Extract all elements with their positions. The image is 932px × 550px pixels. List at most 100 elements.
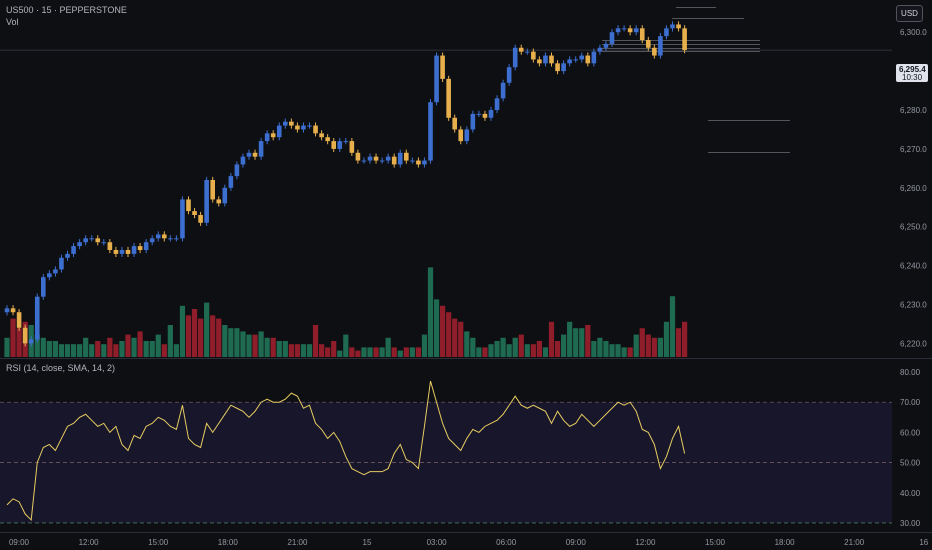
candle-body [186, 199, 191, 212]
volume-bar [40, 337, 46, 357]
candle-body [379, 160, 385, 162]
volume-bar [657, 337, 663, 357]
candle-body [464, 129, 470, 142]
time-axis: 09:00 12:00 15:00 18:00 21:00 15 03:00 06:00 09:… [9, 538, 929, 547]
last-price-tag: 6,295.4 10:30 [896, 64, 928, 82]
volume-bar [270, 337, 276, 357]
candle-body [597, 47, 603, 52]
rsi-line [6, 380, 686, 522]
candle-body [204, 180, 209, 223]
volume-bar [452, 318, 458, 357]
time-tick-label: 18:00 [218, 538, 239, 547]
currency-button[interactable]: USD [896, 5, 923, 22]
volume-bar [216, 318, 222, 357]
volume-bar [433, 299, 440, 357]
candle-body [361, 160, 367, 162]
volume-bar [89, 344, 95, 357]
candle-body [307, 125, 312, 127]
time-tick-label: 12:00 [79, 538, 100, 547]
candle-body [234, 164, 240, 177]
price-tick-label: 6,240.0 [900, 262, 927, 271]
symbol-legend[interactable]: US500 · 15 · PEPPERSTONE [6, 5, 127, 15]
volume-bar [548, 321, 555, 357]
candle-body [4, 308, 10, 313]
volume-bar [264, 337, 270, 357]
candle-body [603, 43, 609, 48]
candle-body [633, 28, 639, 33]
candle-body [446, 78, 451, 118]
candle-body [270, 133, 276, 138]
candle-body [210, 180, 215, 200]
countdown-label: 10:30 [902, 73, 923, 82]
candle-body [47, 273, 52, 278]
volume-bar [645, 334, 651, 357]
candle-body [258, 141, 264, 157]
volume-bar [633, 334, 639, 357]
volume-bar [427, 267, 434, 357]
volume-bar [34, 334, 40, 357]
rsi-tick-label: 70.00 [900, 398, 921, 407]
rsi-legend[interactable]: RSI (14, close, SMA, 14, 2) [6, 363, 116, 373]
candle-body [410, 160, 415, 162]
volume-bar [325, 347, 331, 357]
candle-body [252, 152, 258, 157]
volume-bar [185, 315, 192, 357]
candle-body [609, 32, 615, 44]
candle-body [385, 156, 391, 161]
volume-bar [210, 315, 216, 357]
candle-body [131, 246, 137, 254]
rsi-axis: 80.00 70.00 60.00 50.00 40.00 30.00 [900, 368, 921, 528]
candle-body [137, 246, 143, 250]
price-tick-label: 6,270.0 [900, 145, 927, 154]
candle-body [198, 215, 203, 223]
volume-bar [337, 350, 343, 357]
candle-body [276, 125, 282, 138]
candle-body [531, 51, 536, 60]
volume-bar [312, 325, 319, 357]
volume-bar [64, 344, 71, 357]
time-tick-label: 16 [919, 538, 928, 547]
volume-bar [119, 341, 125, 357]
volume-bar [46, 341, 52, 357]
candle-body [95, 238, 101, 243]
volume-bar [4, 337, 10, 357]
candle-body [313, 125, 318, 134]
volume-bar [494, 341, 500, 357]
price-tick-label: 6,250.0 [900, 223, 927, 232]
time-tick-label: 03:00 [427, 538, 448, 547]
volume-bar [476, 347, 482, 357]
candle-body [192, 211, 197, 215]
candle-body [482, 113, 488, 118]
volume-bar [524, 344, 530, 357]
volume-bar [591, 341, 597, 357]
price-tick-label: 6,220.0 [900, 339, 927, 348]
volume-legend[interactable]: Vol [6, 17, 19, 27]
candle-body [373, 156, 379, 161]
volume-bar [331, 341, 337, 357]
volume-bar [137, 331, 143, 357]
volume-bars [4, 267, 688, 357]
candle-body [518, 47, 524, 52]
volume-bar [52, 341, 58, 357]
volume-bar [58, 344, 65, 357]
volume-bar [579, 328, 585, 357]
volume-bar [379, 347, 385, 357]
candle-body [319, 133, 324, 138]
candle-body [416, 160, 421, 165]
candle-body [591, 51, 597, 64]
candle-body [162, 234, 167, 239]
candle-body [555, 63, 560, 72]
candle-body [10, 308, 16, 313]
time-tick-label: 18:00 [775, 538, 796, 547]
volume-bar [234, 328, 240, 357]
rsi-tick-label: 40.00 [900, 489, 921, 498]
candle-body [549, 55, 554, 64]
volume-bar [294, 344, 300, 357]
candle-body [155, 234, 161, 239]
volume-bar [149, 341, 155, 357]
candle-body [240, 156, 246, 165]
candle-body [512, 47, 518, 68]
volume-bar [573, 328, 579, 357]
price-tick-label: 6,300.0 [900, 28, 927, 37]
